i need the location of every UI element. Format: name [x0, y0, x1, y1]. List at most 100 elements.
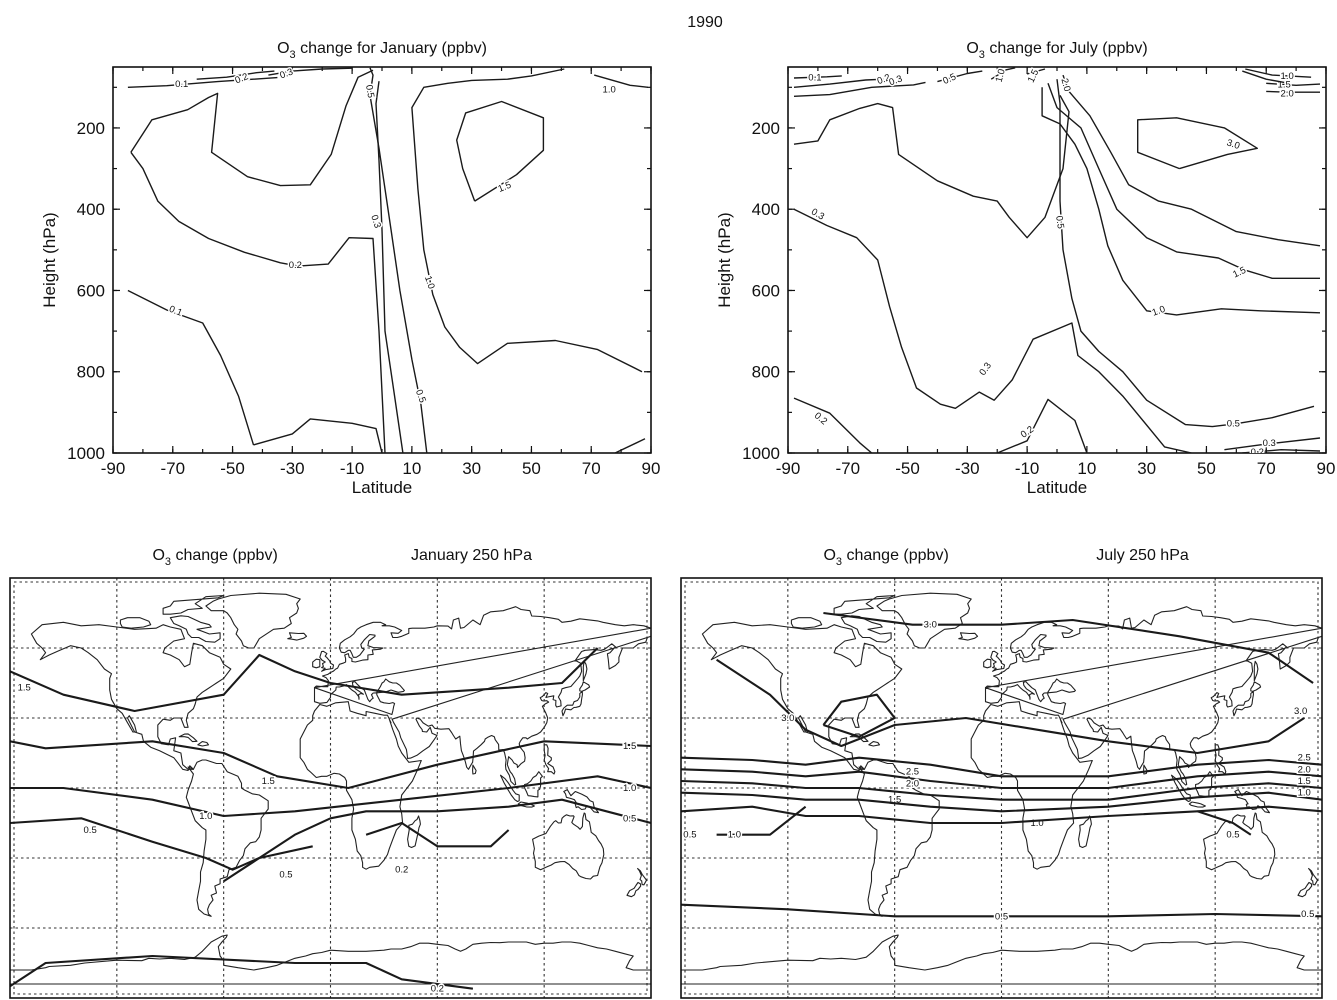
- coastline: [970, 701, 1093, 870]
- contour-label: 0.3: [977, 361, 994, 378]
- contour-label: 1.0: [199, 811, 212, 822]
- contour-label: 0.2: [1251, 447, 1264, 458]
- coastline: [990, 650, 1006, 672]
- contour-label: 0.5: [683, 830, 696, 841]
- contour-line-0.5: [1197, 810, 1252, 836]
- contour-label: 1.5: [497, 180, 513, 195]
- title-main: O: [152, 547, 164, 564]
- contour-label: 0.5: [84, 825, 97, 836]
- contour-line-1.0: [411, 68, 643, 373]
- contour-label: 1.0: [422, 275, 437, 291]
- coastline: [868, 741, 881, 747]
- title-rest: change (ppbv): [842, 547, 949, 564]
- title-main: O: [823, 547, 835, 564]
- coastline: [582, 660, 588, 682]
- contour-lines: 0.1 0.20.20.20.20.30.30.30.30.50.50.51.01…: [793, 67, 1321, 458]
- coastline: [876, 592, 972, 649]
- contour-line-0.3: [375, 81, 404, 453]
- contour-label: 0.5: [413, 388, 428, 404]
- contour-label: 1.5: [18, 683, 31, 694]
- contour-line-0.5: [223, 845, 313, 883]
- title-subscript: 3: [836, 556, 842, 568]
- coastline: [856, 759, 940, 917]
- x-tick-label: 90: [1317, 459, 1336, 478]
- y-tick-label: 600: [752, 281, 780, 300]
- coastline: [10, 934, 651, 985]
- contour-label: 0.5: [279, 869, 292, 880]
- contour-label: 1.5: [262, 776, 275, 787]
- figure-title: 1990: [687, 14, 723, 31]
- contour-line-0.3: [793, 95, 1070, 239]
- coastline: [637, 867, 648, 886]
- contour-line-1.5: [10, 647, 599, 713]
- contour-label: 0.5: [363, 84, 376, 99]
- x-tick-label: 30: [462, 459, 481, 478]
- contour-label: 0.5: [995, 911, 1008, 922]
- y-tick-label: 1000: [67, 444, 105, 463]
- contour-label: 0.3: [809, 206, 826, 222]
- coastline: [119, 617, 152, 629]
- coastline: [1297, 881, 1313, 898]
- contour-label: 3.0: [1294, 706, 1307, 717]
- contour-label: 2.0: [1281, 88, 1294, 99]
- coastline: [30, 621, 232, 772]
- contour-label: 1.5: [1298, 776, 1311, 787]
- contour-label: 0.1: [808, 73, 821, 84]
- panel-title: O3 change for January (ppbv): [277, 40, 487, 61]
- contour-label: 1.5: [623, 741, 636, 752]
- contour-label: 1.0: [1281, 71, 1294, 82]
- panel-subtitle: January 250 hPa: [411, 547, 532, 564]
- coastline: [205, 592, 301, 649]
- coastline: [790, 617, 823, 629]
- contour-line-0.3: [268, 67, 353, 76]
- contour-label: 1.0: [1298, 788, 1311, 799]
- contour-label: 0.2: [1019, 424, 1036, 441]
- contour-line-0.5: [681, 903, 1322, 918]
- contour-label: 0.2: [431, 984, 444, 995]
- x-tick-label: -90: [776, 459, 801, 478]
- coastline: [499, 774, 520, 803]
- x-axis-label: Latitude: [1027, 478, 1088, 497]
- x-tick-label: -70: [160, 459, 185, 478]
- contour-label: 2.5: [1298, 753, 1311, 764]
- x-tick-label: 50: [1197, 459, 1216, 478]
- contour-line-0.3: [793, 208, 1192, 453]
- contour-line-1.5: [1047, 83, 1320, 279]
- y-tick-label: 400: [752, 200, 780, 219]
- coastline: [313, 606, 651, 689]
- coastline: [312, 658, 321, 669]
- y-axis-label: Height (hPa): [40, 212, 59, 307]
- title-subscript: 3: [165, 556, 171, 568]
- panel-subtitle: July 250 hPa: [1096, 547, 1189, 564]
- y-axis-label: Height (hPa): [715, 212, 734, 307]
- panel-january-250hpa-map: O3 change (ppbv) January 250 hPa 1.5 1.5 1.5…: [9, 547, 652, 999]
- coastline: [472, 764, 477, 775]
- contour-line-0.2: [196, 70, 275, 80]
- contour-line-2.0: [1062, 74, 1321, 247]
- panel-title: O3 change for July (ppbv): [966, 40, 1147, 61]
- contour-line-0.2: [793, 78, 884, 88]
- x-tick-label: 50: [522, 459, 541, 478]
- x-tick-label: 10: [402, 459, 421, 478]
- y-tick-label: 600: [77, 281, 105, 300]
- contour-line-0.5: [937, 70, 983, 83]
- contour-label: 0.2: [395, 865, 408, 876]
- contour-label: 1.0: [994, 68, 1008, 84]
- contour-line-3.0: [822, 693, 896, 738]
- contour-line-0.5: [1056, 79, 1315, 428]
- title-rest: change for January (ppbv): [296, 40, 487, 57]
- contour-label: 0.5: [1226, 830, 1239, 841]
- title-subscript: 3: [979, 49, 985, 61]
- contour-line-1.5: [1266, 82, 1321, 86]
- contour-line-1.0: [990, 67, 1016, 80]
- map-area: 3.03.03.02.52.52.02.01.51.51.01.01.00.50…: [681, 578, 1322, 998]
- coastline: [543, 744, 556, 775]
- coastline: [840, 615, 892, 643]
- x-tick-label: -30: [280, 459, 305, 478]
- contour-line-0.2: [130, 151, 386, 453]
- panel-january-cross-section: O3 change for January (ppbv) -90 -70 -50 -30…: [40, 40, 660, 497]
- x-tick-label: -10: [340, 459, 365, 478]
- contour-line-1.0: [10, 775, 651, 818]
- contour-label: 2.0: [906, 778, 919, 789]
- panel-title: O3 change (ppbv): [152, 547, 277, 568]
